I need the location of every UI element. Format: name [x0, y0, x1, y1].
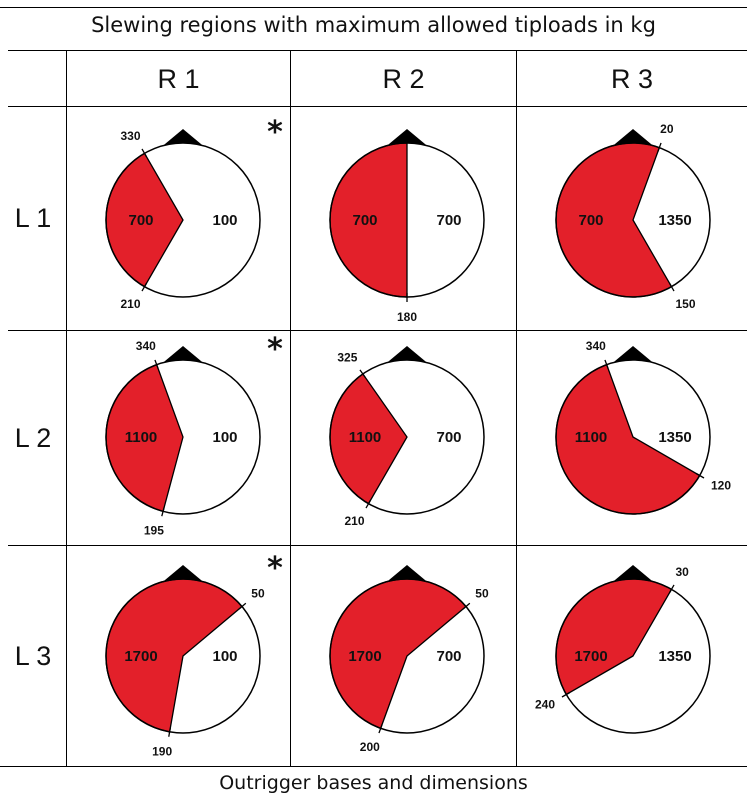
boundary-tick: [561, 691, 571, 698]
slewing-diagram-l2-r2: 1100 700 325 210: [329, 346, 485, 528]
allowed-load-label: 100: [212, 429, 237, 446]
restricted-load-label: 1100: [575, 429, 608, 446]
grid-line-row1-bottom: [8, 330, 747, 331]
allowed-load-label: 100: [212, 212, 237, 229]
column-header-r1: R 1: [157, 63, 200, 94]
slewing-circle: [329, 359, 485, 515]
restricted-load-label: 700: [578, 212, 603, 229]
table-title: Slewing regions with maximum allowed tip…: [91, 13, 656, 37]
grid-line-under-title: [8, 50, 747, 51]
restricted-load-label: 1700: [348, 648, 381, 665]
boundary-tick: [695, 472, 705, 479]
slewing-circle: [105, 359, 261, 515]
slewing-circle: [555, 578, 711, 734]
slewing-diagram-l3-r2: 1700 700 50 200: [329, 565, 489, 754]
angle-end-label: 240: [535, 698, 555, 712]
angle-start-label: 50: [475, 587, 489, 601]
slewing-diagram-l3-r1: 1700 100 50 190 *: [105, 551, 283, 759]
footer-caption: Outrigger bases and dimensions: [219, 772, 528, 794]
boundary-tick: [657, 142, 662, 152]
boundary-tick: [365, 499, 372, 509]
restricted-load-label: 1100: [349, 429, 382, 446]
asterisk-note: *: [267, 551, 283, 586]
angle-start-label: 20: [660, 122, 674, 136]
slewing-circle: [105, 142, 261, 298]
boundary-tick: [141, 282, 148, 292]
slewing-circle: [105, 578, 261, 734]
angle-start-label: 340: [136, 339, 156, 353]
allowed-load-label: 1350: [658, 212, 691, 229]
restricted-load-label: 1700: [574, 648, 607, 665]
column-header-r3: R 3: [610, 63, 654, 94]
slewing-circle: [555, 142, 711, 298]
grid-line-col-left: [66, 50, 67, 766]
angle-end-label: 200: [360, 740, 380, 754]
restricted-load-label: 700: [352, 212, 377, 229]
boundary-tick: [168, 727, 171, 737]
restricted-load-label: 1700: [124, 648, 157, 665]
grid-line-col-r1-r2: [290, 50, 291, 766]
boundary-tick: [378, 724, 383, 734]
boundary-tick: [668, 282, 675, 292]
angle-start-label: 325: [337, 351, 357, 365]
boundary-tick: [154, 359, 159, 369]
row-header-l1: L 1: [14, 203, 52, 233]
slewing-circle: [329, 578, 485, 734]
angle-start-label: 340: [586, 339, 606, 353]
angle-start-label: 50: [251, 587, 265, 601]
allowed-load-label: 1350: [658, 648, 691, 665]
angle-end-label: 180: [397, 310, 417, 324]
boundary-tick: [359, 369, 366, 378]
angle-end-label: 120: [711, 479, 731, 493]
angle-end-label: 190: [152, 745, 172, 759]
grid-line-bottom: [0, 766, 747, 767]
asterisk-note: *: [267, 115, 283, 150]
boundary-tick: [604, 359, 609, 369]
angle-start-label: 330: [120, 129, 140, 143]
asterisk-note: *: [267, 332, 283, 367]
allowed-load-label: 700: [436, 648, 461, 665]
allowed-load-label: 700: [436, 429, 461, 446]
angle-start-label: 30: [676, 565, 690, 579]
boundary-tick: [668, 584, 675, 594]
slewing-diagram-l2-r1: 1100 100 340 195 *: [105, 332, 283, 538]
slewing-diagram-l1-r2: 700 700 180: [329, 129, 485, 324]
allowed-load-label: 700: [436, 212, 461, 229]
slewing-diagram-l3-r3: 1700 1350 30 240: [535, 565, 711, 734]
angle-end-label: 210: [120, 297, 140, 311]
row-header-l3: L 3: [14, 640, 52, 671]
grid-line-col-r2-r3: [516, 50, 517, 766]
allowed-load-label: 100: [212, 648, 237, 665]
boundary-tick: [141, 148, 148, 158]
grid-line-top: [0, 7, 747, 8]
boundary-tick: [161, 507, 165, 517]
boundary-tick: [238, 602, 247, 610]
grid-line-under-header: [8, 106, 747, 107]
angle-end-label: 210: [344, 514, 364, 528]
slewing-circle: [555, 359, 711, 515]
slewing-diagram-l1-r3: 700 1350 20 150: [555, 122, 711, 311]
slewing-diagram-l2-r3: 1100 1350 340 120: [555, 339, 731, 515]
allowed-load-label: 1350: [658, 429, 691, 446]
slewing-diagram-l1-r1: 700 100 330 210 *: [105, 115, 283, 311]
restricted-load-label: 700: [128, 212, 153, 229]
grid-line-row2-bottom: [8, 545, 747, 546]
row-header-l2: L 2: [14, 422, 52, 453]
column-header-r2: R 2: [382, 63, 425, 94]
angle-end-label: 150: [676, 297, 696, 311]
boundary-tick: [462, 602, 471, 610]
angle-end-label: 195: [144, 524, 164, 538]
restricted-load-label: 1100: [125, 429, 158, 446]
